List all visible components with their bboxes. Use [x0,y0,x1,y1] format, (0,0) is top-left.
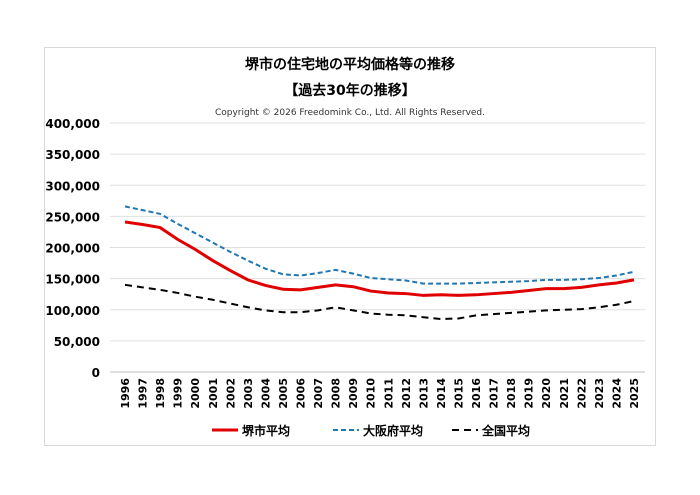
legend-label: 堺市平均 [242,423,290,438]
x-tick-label: 1997 [137,378,150,409]
x-tick-label: 2013 [417,378,430,409]
x-tick-label: 2024 [610,378,623,409]
x-tick-label: 2008 [330,378,343,409]
y-tick-label: 50,000 [54,335,100,349]
y-tick-label: 100,000 [45,304,100,318]
y-tick-label: 150,000 [45,273,100,287]
y-tick-label: 200,000 [45,242,100,256]
x-tick-label: 1996 [119,378,132,409]
x-tick-label: 2017 [488,378,501,409]
x-tick-label: 1999 [172,378,185,409]
x-tick-label: 2020 [540,378,553,409]
x-tick-label: 2010 [365,378,378,409]
x-tick-label: 2022 [575,378,588,409]
series-line-0 [124,220,635,297]
x-tick-label: 2004 [259,378,272,409]
legend-label: 大阪府平均 [363,423,423,438]
x-tick-label: 2018 [505,378,518,409]
y-tick-label: 0 [92,366,100,380]
legend-label: 全国平均 [481,423,530,438]
chart-subtitle: 【過去30年の推移】 [284,83,416,99]
y-tick-label: 350,000 [45,148,100,162]
x-tick-label: 2002 [224,378,237,409]
chart-frame [44,47,656,446]
x-tick-label: 2003 [242,378,255,409]
x-tick-label: 2015 [452,378,465,409]
y-tick-label: 300,000 [45,179,100,193]
x-tick-label: 2009 [347,378,360,409]
x-tick-label: 2012 [400,378,413,409]
x-tick-label: 2011 [382,378,395,409]
x-tick-label: 2021 [558,378,571,409]
x-tick-label: 2007 [312,378,325,409]
x-tick-label: 2025 [628,378,641,409]
x-tick-label: 2006 [295,378,308,409]
x-tick-label: 2005 [277,378,290,409]
chart-title: 堺市の住宅地の平均価格等の推移 [245,57,455,73]
x-tick-label: 2023 [593,378,606,409]
copyright: Copyright © 2026 Freedomink Co., Ltd. Al… [214,108,486,118]
x-tick-label: 2019 [523,378,536,409]
series-line-1 [124,205,635,285]
x-tick-label: 2001 [207,378,220,409]
y-tick-label: 400,000 [45,117,100,131]
series-line-2 [124,283,635,321]
x-tick-label: 2014 [435,378,448,409]
x-tick-label: 2000 [189,378,202,409]
x-tick-label: 2016 [470,378,483,409]
x-tick-label: 1998 [154,378,167,409]
y-tick-label: 250,000 [45,210,100,224]
